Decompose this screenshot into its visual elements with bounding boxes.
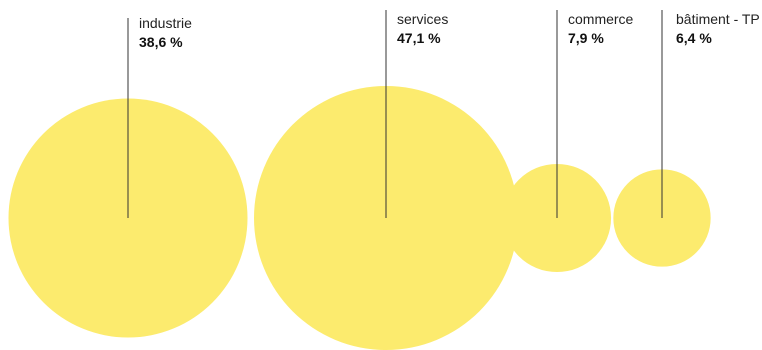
value-label-industrie: 38,6 % [139,34,183,50]
labels: industrie 38,6 % services 47,1 % commerce 7,9… [139,11,760,50]
category-label-commerce: commerce [568,11,634,27]
leader-lines [127,10,663,218]
value-label-services: 47,1 % [397,30,441,46]
category-label-services: services [397,11,448,27]
value-label-batiment-tp: 6,4 % [676,30,712,46]
bubbles [8,86,711,350]
category-label-batiment-tp: bâtiment - TP [676,11,760,27]
value-label-commerce: 7,9 % [568,30,604,46]
category-label-industrie: industrie [139,15,192,31]
